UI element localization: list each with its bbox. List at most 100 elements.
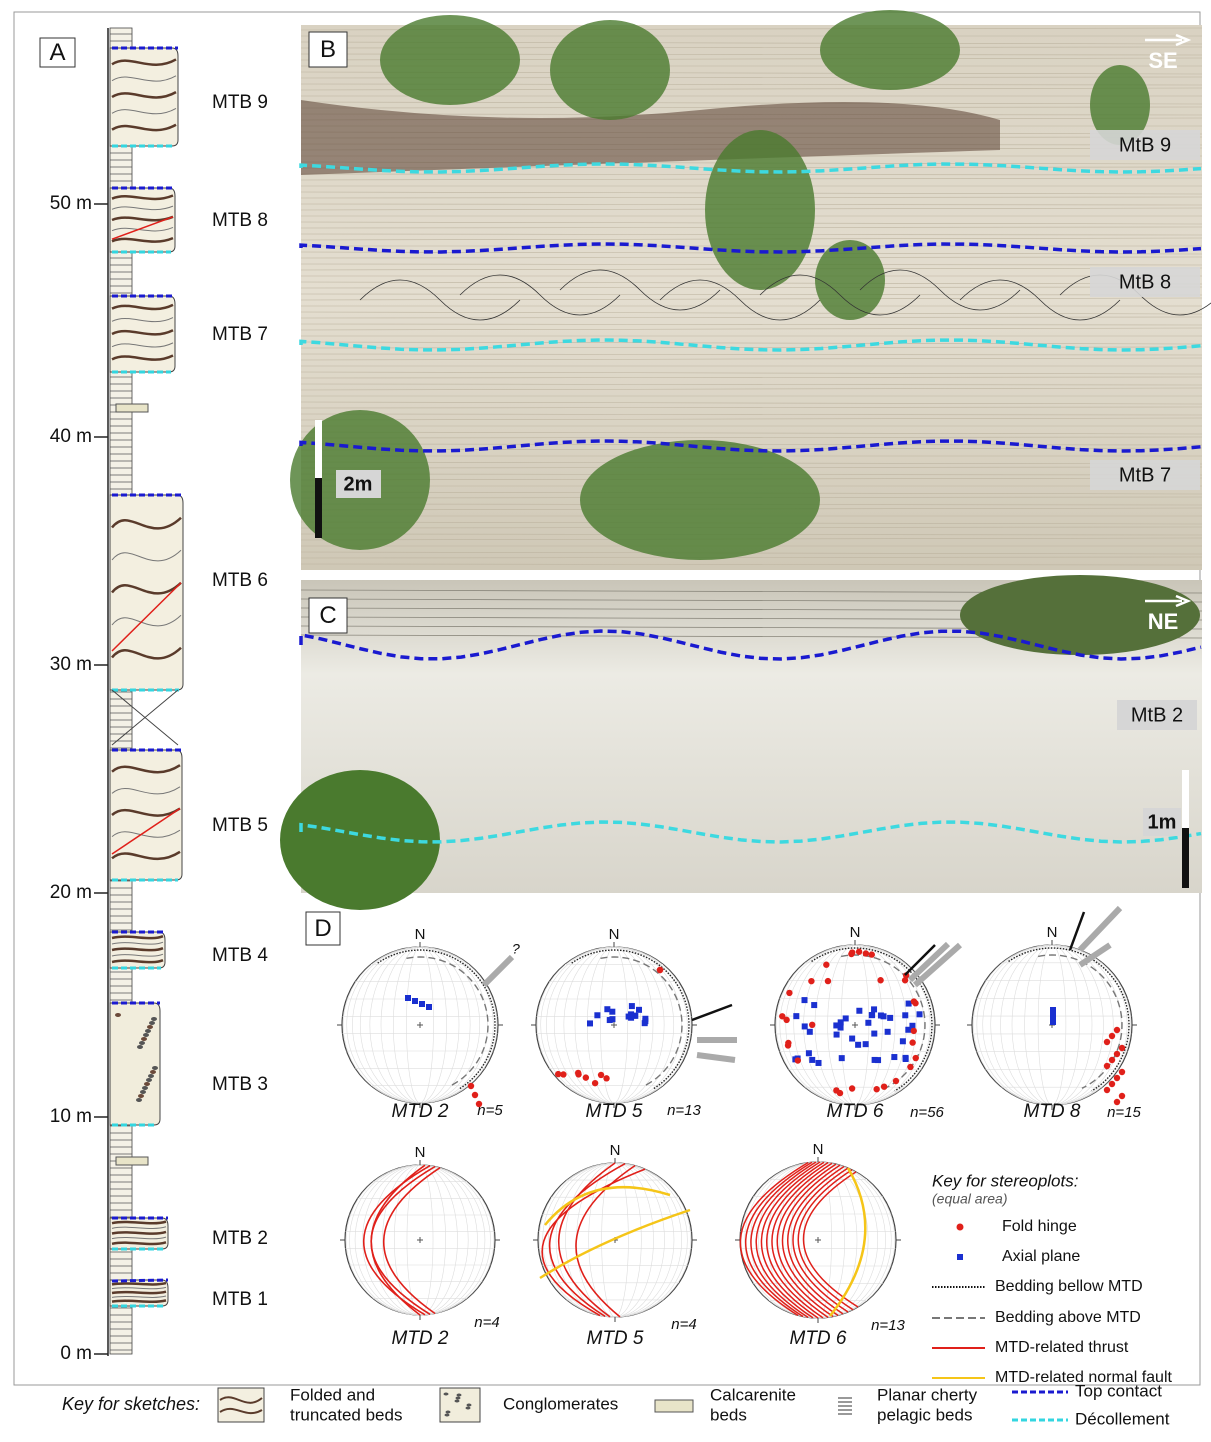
key-title: Key for sketches:: [62, 1394, 200, 1414]
slip-arrow: [484, 957, 512, 985]
fold-hinge: [907, 1064, 913, 1070]
axial-plane: [872, 1057, 878, 1063]
north-label: N: [610, 1142, 621, 1159]
vegetation: [550, 20, 670, 120]
fold-hinge: [881, 1083, 887, 1089]
clast: [150, 1070, 156, 1074]
axial-plane: [849, 1036, 855, 1042]
clast: [149, 1021, 155, 1025]
clast: [152, 1066, 158, 1070]
plot-name: MTD 6: [790, 1328, 847, 1349]
fold-hinge: [1109, 1033, 1115, 1039]
axial-plane: [793, 1013, 799, 1019]
axial-plane: [816, 1060, 822, 1066]
panel-label: C: [319, 602, 336, 629]
axial-plane: [843, 1015, 849, 1021]
clast: [142, 1086, 148, 1090]
axial-plane: [833, 1022, 839, 1028]
axial-plane: [426, 1004, 432, 1010]
clast: [138, 1094, 144, 1098]
fold-hinge: [1104, 1063, 1110, 1069]
clast: [148, 1074, 154, 1078]
fold-hinge: [869, 951, 875, 957]
fold-line: [112, 1242, 166, 1244]
calcarenite: [116, 1157, 148, 1165]
unit-label: MtB 7: [1119, 464, 1171, 486]
vegetation: [380, 15, 520, 105]
plot-name: MTD 5: [586, 1101, 643, 1122]
north-label: N: [813, 1141, 824, 1158]
axial-plane: [636, 1007, 642, 1013]
scale-black: [1182, 828, 1189, 888]
key-item: Conglomerates: [503, 1394, 618, 1413]
fold-hinge: [912, 1000, 918, 1006]
depth-label: 40 m: [50, 426, 92, 447]
axial-plane: [806, 1050, 812, 1056]
panel-d: DNn=5MTD 2Nn=13MTD 5Nn=56MTD 6Nn=15MTD 8…: [306, 908, 1173, 1386]
clast: [147, 1025, 153, 1029]
key-item: Fold hinge: [1002, 1218, 1077, 1235]
unit-label: MTB 1: [212, 1289, 268, 1310]
fold-hinge: [1119, 1045, 1125, 1051]
fold-hinge: [1109, 1057, 1115, 1063]
fold-hinge: [1114, 1099, 1120, 1105]
fold-hinge: [808, 978, 814, 984]
clast: [455, 1400, 460, 1403]
axial-plane: [887, 1015, 893, 1021]
axial-plane: [642, 1020, 648, 1026]
axial-plane: [587, 1020, 593, 1026]
fold-hinge: [575, 1070, 581, 1076]
fold-hinge: [1109, 1081, 1115, 1087]
clast: [467, 1404, 472, 1407]
north-label: N: [1047, 924, 1058, 941]
axial-plane: [811, 1002, 817, 1008]
unit-label: MTB 9: [212, 92, 268, 113]
axial-plane: [609, 1009, 615, 1015]
plot-name: MTD 2: [392, 1101, 449, 1122]
unit-label: MTB 7: [212, 324, 268, 345]
fold-hinge: [849, 949, 855, 955]
fold-hinge: [856, 949, 862, 955]
axial-plane: [629, 1003, 635, 1009]
clast: [141, 1037, 147, 1041]
fold-line: [112, 1222, 166, 1224]
vegetation: [280, 770, 440, 910]
scale-white: [1182, 770, 1189, 828]
fold-hinge: [476, 1101, 482, 1107]
fold-hinge: [1119, 1069, 1125, 1075]
slip-arrow: [697, 1055, 735, 1060]
clast: [145, 1029, 151, 1033]
key-subtitle: (equal area): [932, 1191, 1008, 1207]
vegetation: [705, 130, 815, 290]
fold-hinge: [809, 1022, 815, 1028]
sketch-key: Key for sketches:Folded andtruncated bed…: [62, 1381, 1170, 1428]
axial-plane: [839, 1055, 845, 1061]
fold-hinge: [1114, 1027, 1120, 1033]
fold-hinge: [598, 1072, 604, 1078]
slip-arrow: [692, 1005, 732, 1020]
clast: [466, 1407, 471, 1410]
unit-label: MTB 2: [212, 1228, 268, 1249]
axial-plane: [891, 1054, 897, 1060]
slip-arrow: [1080, 908, 1120, 950]
key-folded: [218, 1388, 264, 1422]
vegetation: [580, 440, 820, 560]
fold-hinge: [583, 1074, 589, 1080]
panel-c: CNEMtB 21m: [280, 575, 1202, 910]
key-item: pelagic beds: [877, 1405, 972, 1424]
plot-name: MTD 8: [1024, 1101, 1081, 1122]
key-calcarenite: [655, 1400, 693, 1412]
key-item: Bedding above MTD: [995, 1309, 1141, 1326]
key-item: Bedding bellow MTD: [995, 1278, 1143, 1295]
clast: [457, 1394, 462, 1397]
fold-line: [112, 1292, 166, 1293]
fold-hinge: [837, 1090, 843, 1096]
axial-plane: [405, 995, 411, 1001]
clast: [140, 1090, 146, 1094]
fold-hinge: [849, 1085, 855, 1091]
clast: [144, 1082, 150, 1086]
fold-hinge: [555, 1071, 561, 1077]
clast: [446, 1411, 451, 1414]
fold-hinge: [913, 1055, 919, 1061]
